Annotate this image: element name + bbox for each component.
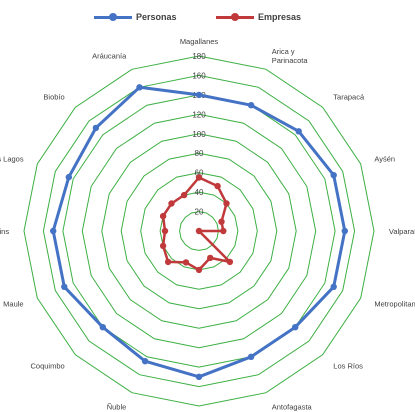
- data-point-personas: [295, 128, 302, 135]
- tick-label: 120: [192, 110, 206, 119]
- grid-ring-120: [81, 113, 317, 349]
- category-label: Antofagasta: [272, 402, 313, 411]
- category-label: Ñuble: [107, 402, 127, 411]
- tick-label: 180: [192, 52, 206, 61]
- data-point-personas: [61, 283, 68, 290]
- tick-label: 160: [192, 71, 206, 80]
- category-label: Magallanes: [180, 37, 219, 46]
- data-point-empresas: [220, 227, 227, 235]
- data-point-personas: [247, 353, 255, 360]
- category-label: Biobío: [43, 93, 64, 102]
- data-point-personas: [195, 91, 203, 99]
- data-point-empresas: [161, 227, 169, 235]
- data-point-empresas: [226, 258, 234, 266]
- data-point-empresas: [195, 266, 203, 274]
- legend-item-empresas: Empresas: [216, 9, 301, 25]
- data-point-empresas: [180, 191, 188, 199]
- category-label: Arica y Parinacota: [272, 47, 309, 65]
- data-point-empresas: [182, 259, 190, 266]
- data-point-personas: [330, 283, 337, 290]
- tick-label: 20: [195, 208, 204, 217]
- grid-ring-60: [140, 172, 258, 290]
- data-point-empresas: [195, 174, 203, 181]
- data-point-empresas: [218, 218, 225, 225]
- legend-label-empresas: Empresas: [258, 12, 302, 22]
- category-label: Tarapacá: [333, 93, 365, 102]
- grid-ring-180: [23, 55, 375, 407]
- grid-ring-20: [179, 211, 219, 251]
- category-label: Maule: [3, 300, 23, 309]
- data-point-empresas: [159, 242, 167, 250]
- legend-item-personas: Personas: [94, 9, 177, 25]
- tick-label: 60: [195, 169, 204, 178]
- data-point-personas: [195, 373, 203, 380]
- data-point-personas: [99, 324, 107, 331]
- data-point-personas: [330, 172, 337, 179]
- category-label: Valparaíso: [389, 227, 415, 236]
- chart-legend: Personas Empresas: [0, 9, 415, 25]
- data-point-personas: [136, 84, 143, 91]
- grid-ring-80: [120, 152, 278, 310]
- category-label: Metropolitana: [374, 300, 415, 309]
- legend-swatch-empresas: [216, 12, 254, 21]
- data-point-empresas: [223, 200, 230, 207]
- legend-label-personas: Personas: [136, 12, 177, 22]
- category-label: O'Higgins: [0, 227, 9, 236]
- tick-label: 40: [195, 188, 204, 197]
- tick-label: 100: [192, 130, 206, 139]
- grid-ring-100: [101, 133, 297, 329]
- data-point-personas: [50, 227, 57, 235]
- category-label: Ayśén: [374, 154, 395, 163]
- data-point-empresas: [195, 227, 203, 235]
- category-label: Coquimbo: [31, 361, 65, 370]
- data-point-personas: [292, 324, 299, 331]
- legend-swatch-personas: [94, 12, 132, 21]
- data-point-personas: [247, 102, 255, 109]
- data-point-empresas: [214, 182, 221, 190]
- grid-ring-140: [62, 94, 336, 368]
- tick-label: 80: [195, 149, 204, 158]
- grid-ring-160: [42, 74, 356, 388]
- data-point-empresas: [164, 258, 172, 266]
- data-point-empresas: [159, 212, 167, 220]
- data-point-empresas: [168, 200, 175, 207]
- category-label: Aráucanía: [92, 52, 127, 61]
- data-point-personas: [341, 227, 348, 235]
- data-point-personas: [65, 173, 73, 181]
- data-point-personas: [141, 358, 149, 365]
- category-label: Los Lagos: [0, 154, 24, 163]
- category-label: Los Ríos: [333, 361, 363, 370]
- data-point-empresas: [207, 254, 214, 262]
- data-point-personas: [92, 124, 100, 132]
